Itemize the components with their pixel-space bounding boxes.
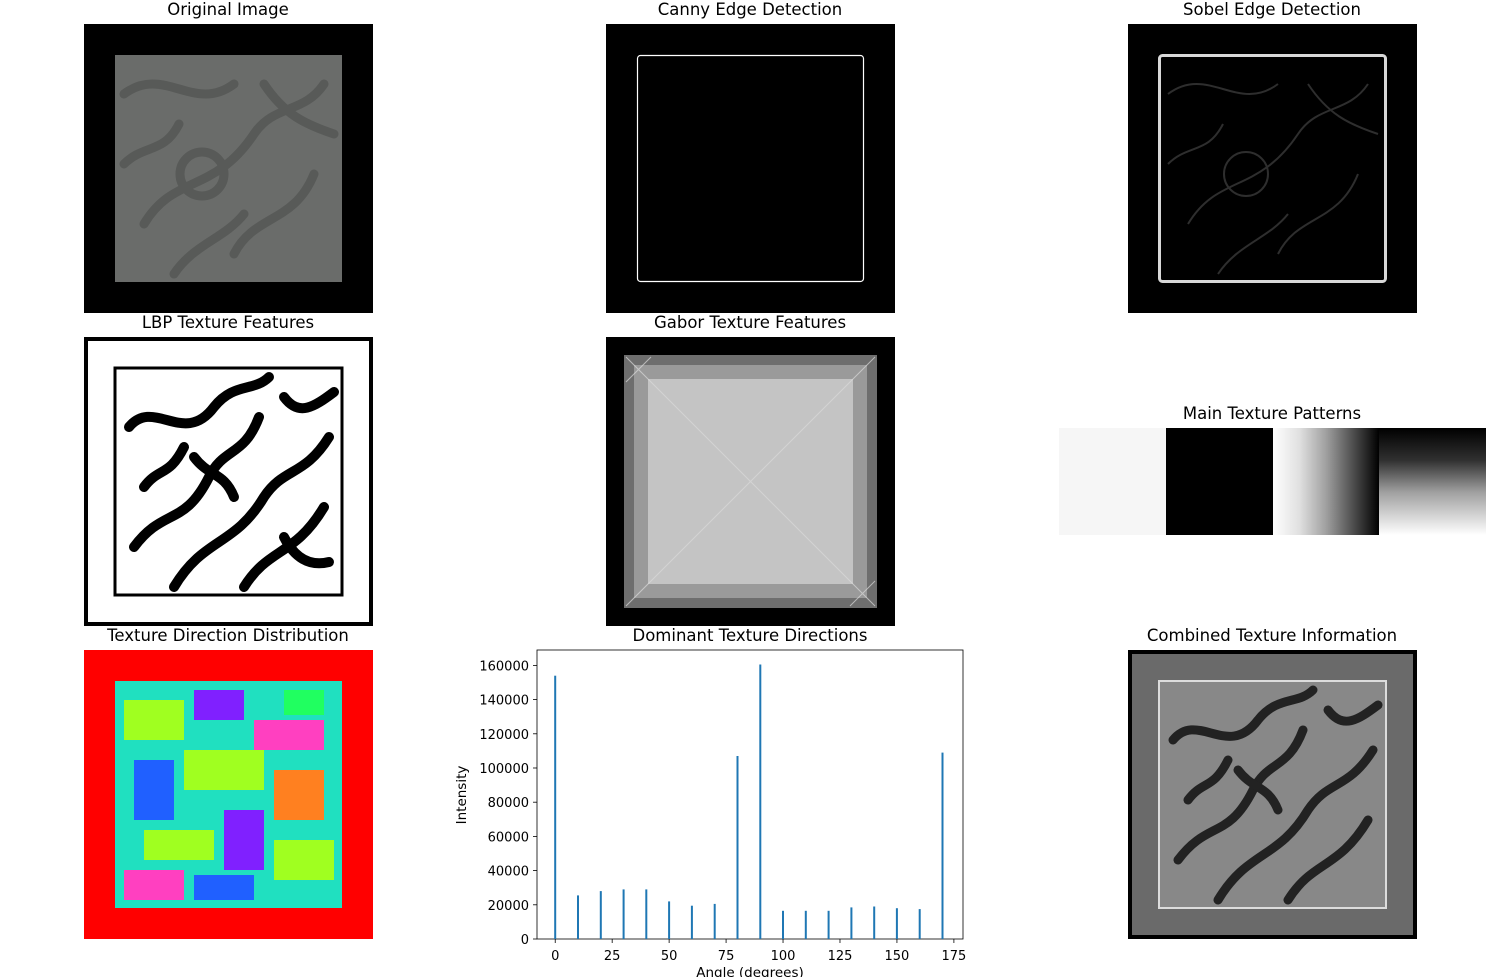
x-tick-label: 50 bbox=[661, 949, 678, 964]
gabor-title: Gabor Texture Features bbox=[653, 313, 847, 332]
bar bbox=[918, 909, 921, 939]
bar bbox=[804, 910, 807, 939]
lbp-image bbox=[84, 337, 373, 626]
x-tick-label: 150 bbox=[885, 949, 910, 964]
bar bbox=[782, 910, 784, 939]
bar bbox=[690, 905, 693, 939]
y-tick-label: 120000 bbox=[479, 728, 529, 743]
plot-frame bbox=[536, 649, 964, 940]
x-axis-label: Angle (degrees) bbox=[696, 965, 804, 977]
y-tick-label: 20000 bbox=[488, 899, 529, 914]
x-tick-label: 125 bbox=[828, 949, 853, 964]
original-image-title: Original Image bbox=[167, 0, 289, 19]
patterns-title: Main Texture Patterns bbox=[1182, 404, 1362, 423]
bar bbox=[736, 756, 739, 939]
bar bbox=[554, 675, 557, 939]
texture-patterns-image bbox=[1059, 428, 1486, 535]
bar bbox=[873, 906, 876, 939]
combined-texture-image bbox=[1128, 650, 1417, 939]
y-tick-label: 100000 bbox=[479, 762, 529, 777]
bar bbox=[713, 903, 716, 939]
y-tick-label: 0 bbox=[521, 933, 529, 948]
direction-title: Texture Direction Distribution bbox=[107, 626, 349, 645]
chart-title: Dominant Texture Directions bbox=[632, 626, 868, 645]
bar bbox=[895, 908, 898, 939]
x-tick-label: 25 bbox=[604, 949, 621, 964]
x-tick-label: 100 bbox=[771, 949, 796, 964]
bar bbox=[622, 889, 625, 939]
y-tick-label: 160000 bbox=[479, 659, 529, 674]
y-axis-label: Intensity bbox=[454, 766, 470, 825]
bar bbox=[668, 901, 671, 939]
y-tick-label: 140000 bbox=[479, 694, 529, 709]
y-tick-label: 80000 bbox=[488, 796, 529, 811]
x-tick-label: 175 bbox=[941, 949, 966, 964]
bar bbox=[941, 752, 944, 939]
canny-edge-image bbox=[606, 24, 895, 313]
original-image bbox=[84, 24, 373, 313]
canny-title: Canny Edge Detection bbox=[657, 0, 843, 19]
direction-distribution-image bbox=[84, 650, 373, 939]
bar bbox=[759, 664, 762, 939]
combined-title: Combined Texture Information bbox=[1146, 626, 1398, 645]
gabor-image bbox=[606, 337, 895, 626]
sobel-title: Sobel Edge Detection bbox=[1183, 0, 1361, 19]
bar bbox=[577, 895, 579, 939]
x-tick-label: 0 bbox=[551, 949, 559, 964]
bar bbox=[599, 891, 602, 939]
bar bbox=[645, 889, 648, 939]
bar bbox=[850, 907, 853, 939]
sobel-edge-image bbox=[1128, 24, 1417, 313]
lbp-title: LBP Texture Features bbox=[141, 313, 315, 332]
bar bbox=[827, 910, 830, 939]
y-tick-label: 40000 bbox=[488, 865, 529, 880]
x-tick-label: 75 bbox=[718, 949, 735, 964]
y-tick-label: 60000 bbox=[488, 830, 529, 845]
